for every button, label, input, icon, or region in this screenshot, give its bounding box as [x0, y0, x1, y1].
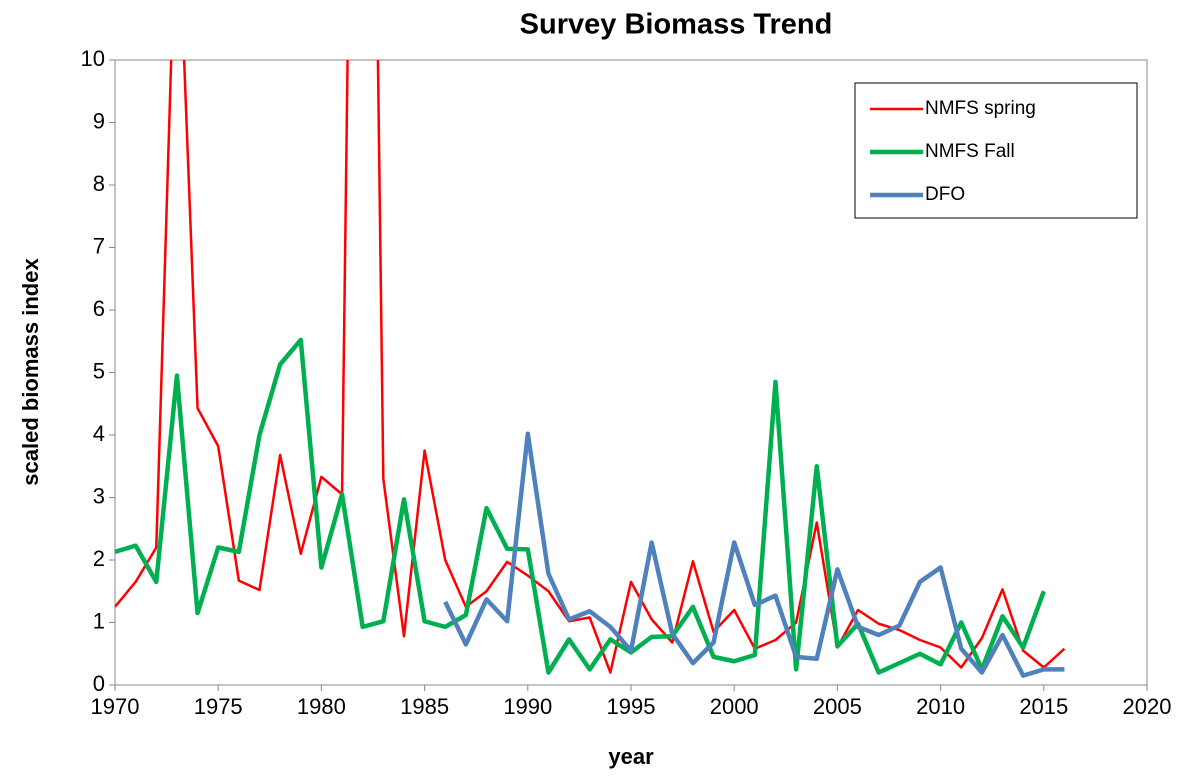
- chart-title: Survey Biomass Trend: [520, 9, 833, 41]
- y-axis-label: scaled biomass index: [18, 258, 43, 486]
- x-axis-label: year: [608, 744, 654, 769]
- x-tick-label: 2000: [710, 694, 759, 719]
- y-tick-label: 1: [93, 608, 105, 633]
- x-tick-label: 1970: [91, 694, 140, 719]
- y-tick-label: 4: [93, 421, 105, 446]
- x-tick-label: 2005: [813, 694, 862, 719]
- series-line: [443, 431, 1065, 678]
- series-line: [115, 337, 1046, 675]
- x-tick-label: 1985: [400, 694, 449, 719]
- y-tick-label: 10: [81, 46, 105, 71]
- y-tick-label: 0: [93, 671, 105, 696]
- x-tick-label: 1980: [297, 694, 346, 719]
- y-tick-label: 9: [93, 108, 105, 133]
- legend-label: DFO: [925, 184, 965, 205]
- x-tick-label: 1995: [607, 694, 656, 719]
- x-tick-label: 1975: [194, 694, 243, 719]
- legend-label: NMFS Fall: [925, 141, 1015, 162]
- series-line: [115, 60, 1066, 674]
- y-tick-label: 7: [93, 233, 105, 258]
- y-tick-label: 6: [93, 296, 105, 321]
- x-tick-label: 2010: [916, 694, 965, 719]
- x-tick-label: 1990: [503, 694, 552, 719]
- y-tick-label: 8: [93, 171, 105, 196]
- y-tick-label: 5: [93, 358, 105, 383]
- x-tick-label: 2015: [1019, 694, 1068, 719]
- legend-label: NMFS spring: [925, 98, 1036, 119]
- x-tick-label: 2020: [1123, 694, 1172, 719]
- y-tick-label: 2: [93, 546, 105, 571]
- y-tick-label: 3: [93, 483, 105, 508]
